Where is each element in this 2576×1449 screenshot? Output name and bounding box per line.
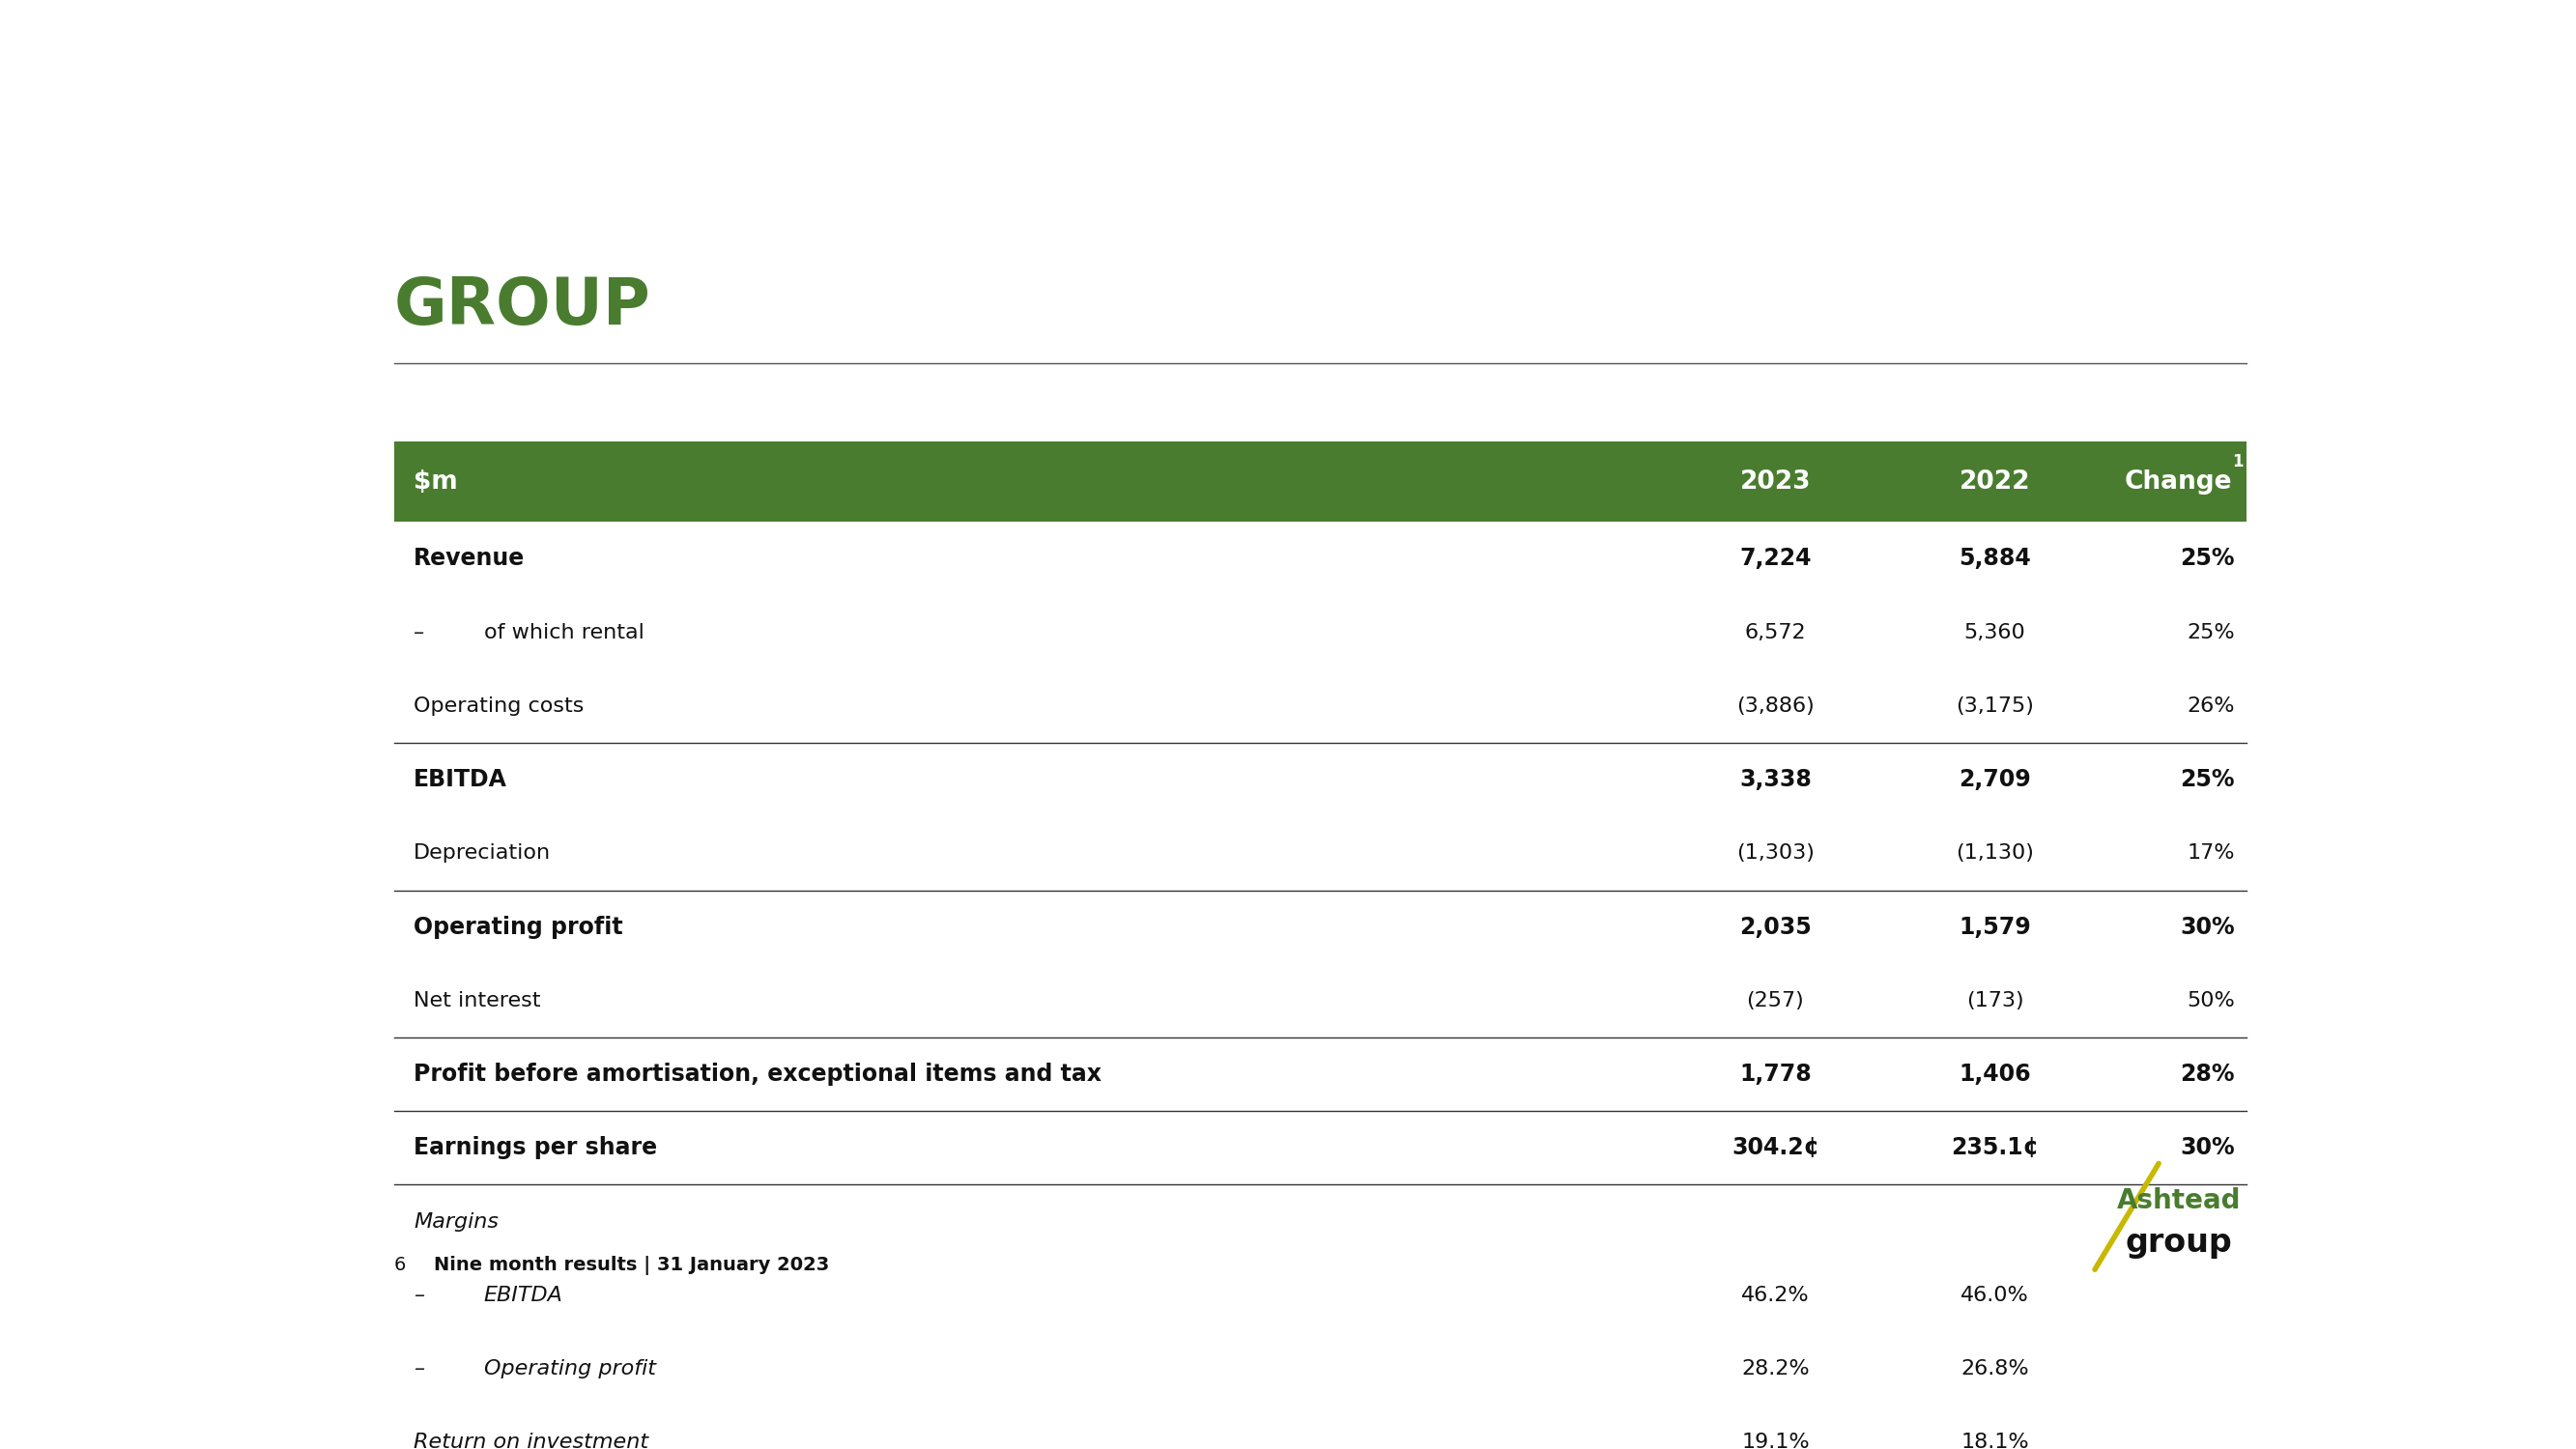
Text: 5,360: 5,360 xyxy=(1963,623,2025,642)
Text: $m: $m xyxy=(415,469,459,494)
Text: EBITDA: EBITDA xyxy=(484,1285,562,1306)
Text: 1,579: 1,579 xyxy=(1958,916,2030,939)
Text: 18.1%: 18.1% xyxy=(1960,1433,2030,1449)
Text: 2023: 2023 xyxy=(1739,469,1811,494)
Text: Earnings per share: Earnings per share xyxy=(415,1136,657,1159)
Text: 19.1%: 19.1% xyxy=(1741,1433,1808,1449)
Text: Nine month results | 31 January 2023: Nine month results | 31 January 2023 xyxy=(433,1255,829,1275)
Text: (173): (173) xyxy=(1965,991,2025,1010)
Text: 1,406: 1,406 xyxy=(1958,1062,2030,1085)
Text: 46.0%: 46.0% xyxy=(1960,1285,2030,1306)
Bar xyxy=(394,442,2246,522)
Text: Return on investment: Return on investment xyxy=(415,1433,649,1449)
Text: 28.2%: 28.2% xyxy=(1741,1359,1808,1378)
Text: 2022: 2022 xyxy=(1960,469,2030,494)
Text: 6,572: 6,572 xyxy=(1744,623,1806,642)
Text: Profit before amortisation, exceptional items and tax: Profit before amortisation, exceptional … xyxy=(415,1062,1103,1085)
Text: Depreciation: Depreciation xyxy=(415,843,551,864)
Text: Net interest: Net interest xyxy=(415,991,541,1010)
Text: 25%: 25% xyxy=(2187,623,2233,642)
Text: Ashtead: Ashtead xyxy=(2117,1187,2241,1214)
Text: Margins: Margins xyxy=(415,1211,500,1232)
Text: 5,884: 5,884 xyxy=(1958,548,2030,571)
Text: 17%: 17% xyxy=(2187,843,2233,864)
Text: Operating profit: Operating profit xyxy=(484,1359,657,1378)
Text: (3,175): (3,175) xyxy=(1955,697,2035,716)
Text: (1,130): (1,130) xyxy=(1955,843,2035,864)
Text: 25%: 25% xyxy=(2179,768,2233,791)
Text: Operating costs: Operating costs xyxy=(415,697,585,716)
Text: (1,303): (1,303) xyxy=(1736,843,1814,864)
Text: group: group xyxy=(2125,1227,2233,1259)
Text: 2,035: 2,035 xyxy=(1739,916,1811,939)
Text: 30%: 30% xyxy=(2179,1136,2233,1159)
Text: 50%: 50% xyxy=(2187,991,2233,1010)
Text: of which rental: of which rental xyxy=(484,623,644,642)
Text: (3,886): (3,886) xyxy=(1736,697,1814,716)
Text: EBITDA: EBITDA xyxy=(415,768,507,791)
Text: –: – xyxy=(415,1285,425,1306)
Text: 28%: 28% xyxy=(2179,1062,2233,1085)
Text: 26.8%: 26.8% xyxy=(1960,1359,2030,1378)
Text: 1: 1 xyxy=(2233,454,2244,471)
Text: 46.2%: 46.2% xyxy=(1741,1285,1808,1306)
Text: 3,338: 3,338 xyxy=(1739,768,1811,791)
Text: 30%: 30% xyxy=(2179,916,2233,939)
Text: –: – xyxy=(415,623,425,642)
Text: 26%: 26% xyxy=(2187,697,2233,716)
Text: 7,224: 7,224 xyxy=(1739,548,1811,571)
Text: 25%: 25% xyxy=(2179,548,2233,571)
Text: Change: Change xyxy=(2125,469,2233,494)
Text: Operating profit: Operating profit xyxy=(415,916,623,939)
Text: 6: 6 xyxy=(394,1256,407,1274)
Text: GROUP: GROUP xyxy=(394,274,652,338)
Text: 304.2¢: 304.2¢ xyxy=(1731,1136,1819,1159)
Text: 2,709: 2,709 xyxy=(1958,768,2030,791)
Text: 1,778: 1,778 xyxy=(1739,1062,1811,1085)
Text: –: – xyxy=(415,1359,425,1378)
Text: 235.1¢: 235.1¢ xyxy=(1950,1136,2040,1159)
Text: (257): (257) xyxy=(1747,991,1803,1010)
Text: Revenue: Revenue xyxy=(415,548,526,571)
